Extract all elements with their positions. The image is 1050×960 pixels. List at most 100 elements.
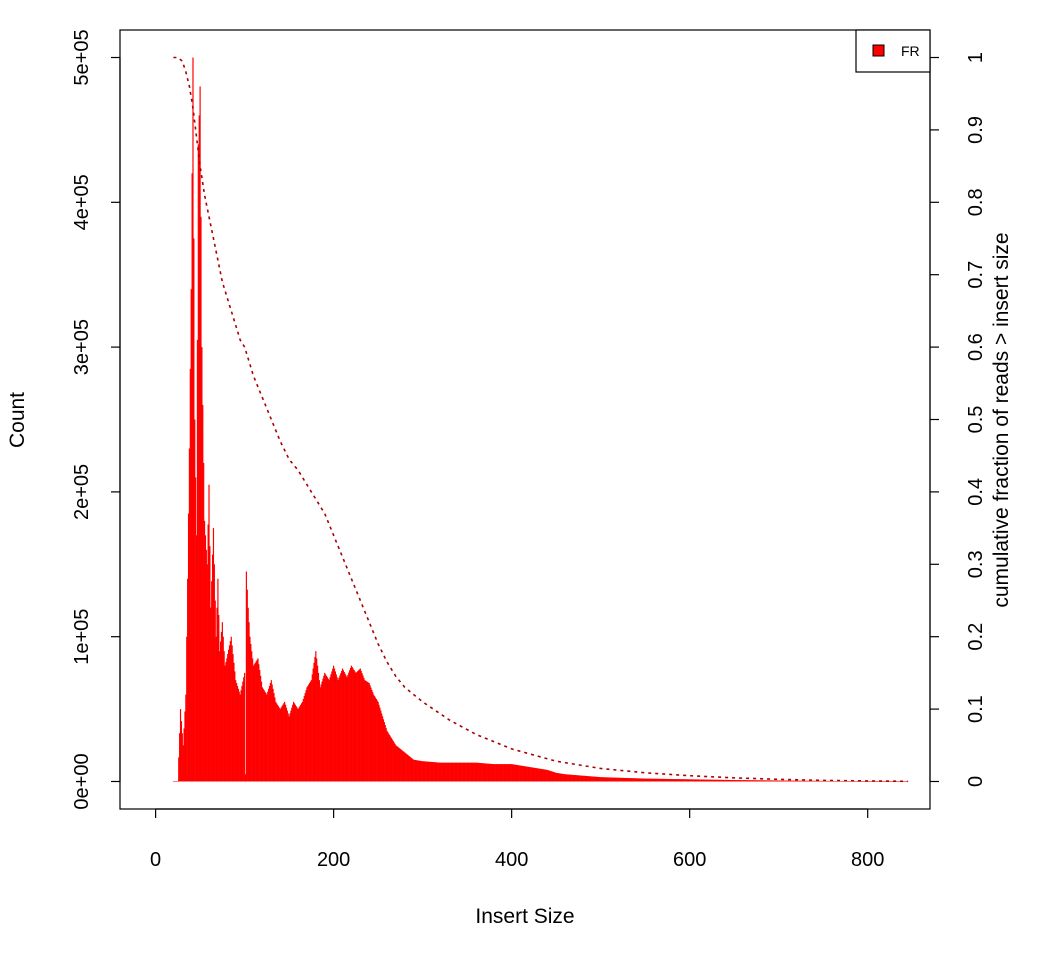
histogram-bar xyxy=(853,781,855,782)
histogram-bar xyxy=(867,781,870,782)
histogram-bar xyxy=(204,535,207,782)
histogram-bar xyxy=(665,778,667,782)
histogram-bar xyxy=(869,781,871,782)
histogram-bar xyxy=(762,780,764,782)
histogram-bar xyxy=(444,762,446,782)
histogram-bar xyxy=(614,777,616,782)
histogram-bar xyxy=(661,778,663,782)
histogram-bar xyxy=(318,680,320,782)
histogram-bar xyxy=(497,764,499,782)
histogram-bar xyxy=(173,781,175,782)
histogram-bar xyxy=(415,760,417,782)
histogram-bar xyxy=(575,775,577,782)
histogram-bar xyxy=(429,761,431,782)
histogram-bar xyxy=(203,462,205,782)
histogram-bar xyxy=(705,779,708,782)
histogram-bar xyxy=(804,780,806,782)
histogram-bar xyxy=(299,706,301,782)
histogram-bar xyxy=(655,778,657,782)
histogram-bar xyxy=(702,779,704,782)
histogram-bar xyxy=(254,662,256,782)
histogram-bar xyxy=(760,780,762,782)
histogram-bar xyxy=(341,668,344,782)
histogram-bar xyxy=(265,693,267,782)
histogram-bar xyxy=(256,659,258,782)
histogram-bar xyxy=(819,780,822,782)
histogram-bar xyxy=(607,777,609,782)
histogram-bar xyxy=(755,780,758,782)
histogram-bar xyxy=(618,777,620,782)
histogram-bar xyxy=(311,674,313,782)
histogram-bar xyxy=(445,762,447,782)
histogram-bar xyxy=(347,674,349,782)
histogram-bar xyxy=(801,780,803,782)
histogram-bar xyxy=(622,777,624,782)
histogram-bar xyxy=(672,779,674,782)
histogram-bar xyxy=(736,780,738,782)
histogram-bar xyxy=(763,780,766,782)
histogram-bar xyxy=(727,779,729,782)
histogram-bar xyxy=(876,781,879,782)
y-tick-label: 0e+00 xyxy=(71,753,93,809)
histogram-bar xyxy=(205,549,207,782)
histogram-bar xyxy=(283,703,285,782)
histogram-bar xyxy=(484,763,486,782)
histogram-bar xyxy=(408,756,410,782)
histogram-bar xyxy=(737,780,739,782)
histogram-bar xyxy=(527,766,529,782)
histogram-bar xyxy=(285,707,288,782)
histogram-bar xyxy=(843,781,845,782)
histogram-bar xyxy=(208,484,210,782)
histogram-bar xyxy=(316,658,318,782)
histogram-bar xyxy=(629,778,631,782)
histogram-bar xyxy=(438,762,440,782)
histogram-bar xyxy=(478,762,480,782)
histogram-bar xyxy=(261,687,264,782)
histogram-bar xyxy=(726,779,728,782)
histogram-bar xyxy=(309,681,312,782)
histogram-bar xyxy=(792,780,794,782)
histogram-bar xyxy=(361,673,363,782)
histogram-bar xyxy=(704,779,706,782)
histogram-bar xyxy=(693,779,695,782)
histogram-bar xyxy=(670,779,672,782)
histogram-bar xyxy=(495,764,498,782)
histogram-bar xyxy=(326,677,328,782)
histogram-bar xyxy=(489,763,491,782)
histogram-bar xyxy=(644,778,646,782)
histogram-bar xyxy=(623,777,625,782)
histogram-bar xyxy=(385,727,387,782)
histogram-bar xyxy=(530,767,532,782)
histogram-bar xyxy=(305,690,307,782)
histogram-bar xyxy=(591,776,593,782)
histogram-bar xyxy=(601,777,604,782)
histogram-bar xyxy=(733,780,735,782)
histogram-bar xyxy=(686,779,688,782)
histogram-bar xyxy=(390,738,393,782)
histogram-bar xyxy=(548,770,550,782)
histogram-bar xyxy=(848,781,850,782)
histogram-bar xyxy=(393,742,395,782)
histogram-bar xyxy=(613,777,615,782)
y2-tick-label: 0.7 xyxy=(965,261,987,289)
histogram-bar xyxy=(567,774,569,782)
histogram-bar xyxy=(641,778,643,782)
histogram-bar xyxy=(215,636,217,782)
histogram-bar xyxy=(738,780,740,782)
histogram-bar xyxy=(433,762,435,782)
histogram-bar xyxy=(759,780,761,782)
histogram-bar xyxy=(652,778,654,782)
histogram-bar xyxy=(722,779,724,782)
histogram-bar xyxy=(346,677,348,782)
histogram-bar xyxy=(791,780,793,782)
histogram-bar xyxy=(206,564,208,782)
histogram-bar xyxy=(374,697,377,782)
histogram-bar xyxy=(658,778,660,782)
histogram-bar xyxy=(720,779,722,782)
histogram-bar xyxy=(380,710,382,782)
histogram-bar xyxy=(532,767,534,782)
histogram-bar xyxy=(723,779,725,782)
histogram-bar xyxy=(745,780,747,782)
histogram-bar xyxy=(722,779,725,782)
histogram-bar xyxy=(406,754,409,782)
